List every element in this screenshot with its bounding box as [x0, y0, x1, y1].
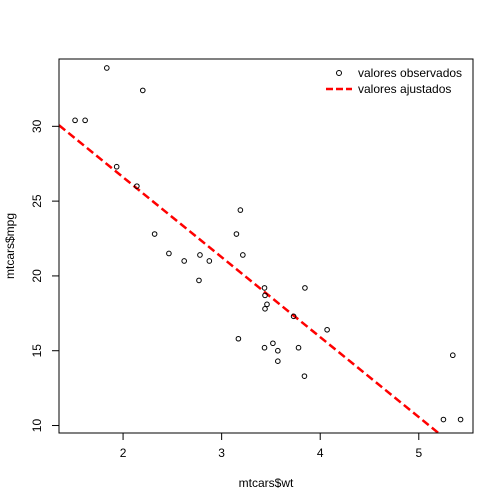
data-point	[261, 285, 268, 291]
legend: valores observados valores ajustados	[326, 66, 462, 96]
data-point	[104, 65, 110, 71]
data-point	[275, 347, 281, 354]
data-point	[261, 344, 268, 351]
data-point	[233, 231, 240, 237]
x-tick-label: 5	[415, 446, 422, 460]
data-point	[324, 326, 330, 333]
plot-frame	[58, 58, 474, 434]
y-axis: 10 15 20 25 30	[30, 119, 59, 432]
y-tick-label: 10	[30, 419, 44, 433]
data-point	[262, 292, 268, 299]
data-point	[181, 258, 187, 264]
data-point	[302, 285, 308, 291]
data-point	[72, 117, 78, 124]
data-point	[134, 183, 140, 189]
data-point	[449, 352, 456, 359]
data-point	[262, 306, 268, 312]
data-point	[82, 117, 88, 124]
data-point	[270, 340, 276, 347]
data-point	[295, 344, 302, 351]
data-point	[237, 207, 244, 213]
data-point	[151, 231, 158, 237]
data-point	[275, 358, 281, 364]
data-point	[139, 87, 146, 94]
data-point	[264, 301, 270, 308]
x-tick-label: 4	[317, 446, 324, 460]
data-point	[196, 277, 202, 284]
data-point	[457, 416, 464, 423]
legend-label-observed: valores observados	[358, 66, 462, 80]
y-tick-label: 20	[30, 269, 44, 283]
x-tick-label: 3	[218, 446, 225, 460]
x-axis-label: mtcars$wt	[239, 476, 294, 490]
x-axis: 2 3 4 5	[120, 433, 422, 460]
y-tick-label: 15	[30, 344, 44, 358]
legend-label-fitted: valores ajustados	[358, 82, 451, 96]
x-tick-label: 2	[120, 446, 127, 460]
y-axis-label: mtcars$mpg	[3, 213, 17, 279]
data-point	[290, 313, 297, 320]
data-point	[206, 258, 213, 264]
legend-point-marker	[336, 70, 342, 76]
data-point	[440, 416, 447, 423]
data-point	[166, 250, 172, 257]
data-point	[301, 373, 308, 379]
data-point	[235, 335, 242, 342]
y-tick-label: 25	[30, 194, 44, 208]
points-layer	[72, 65, 464, 423]
data-point	[240, 252, 246, 258]
data-point	[113, 163, 120, 170]
data-point	[197, 252, 203, 258]
y-tick-label: 30	[30, 119, 44, 133]
